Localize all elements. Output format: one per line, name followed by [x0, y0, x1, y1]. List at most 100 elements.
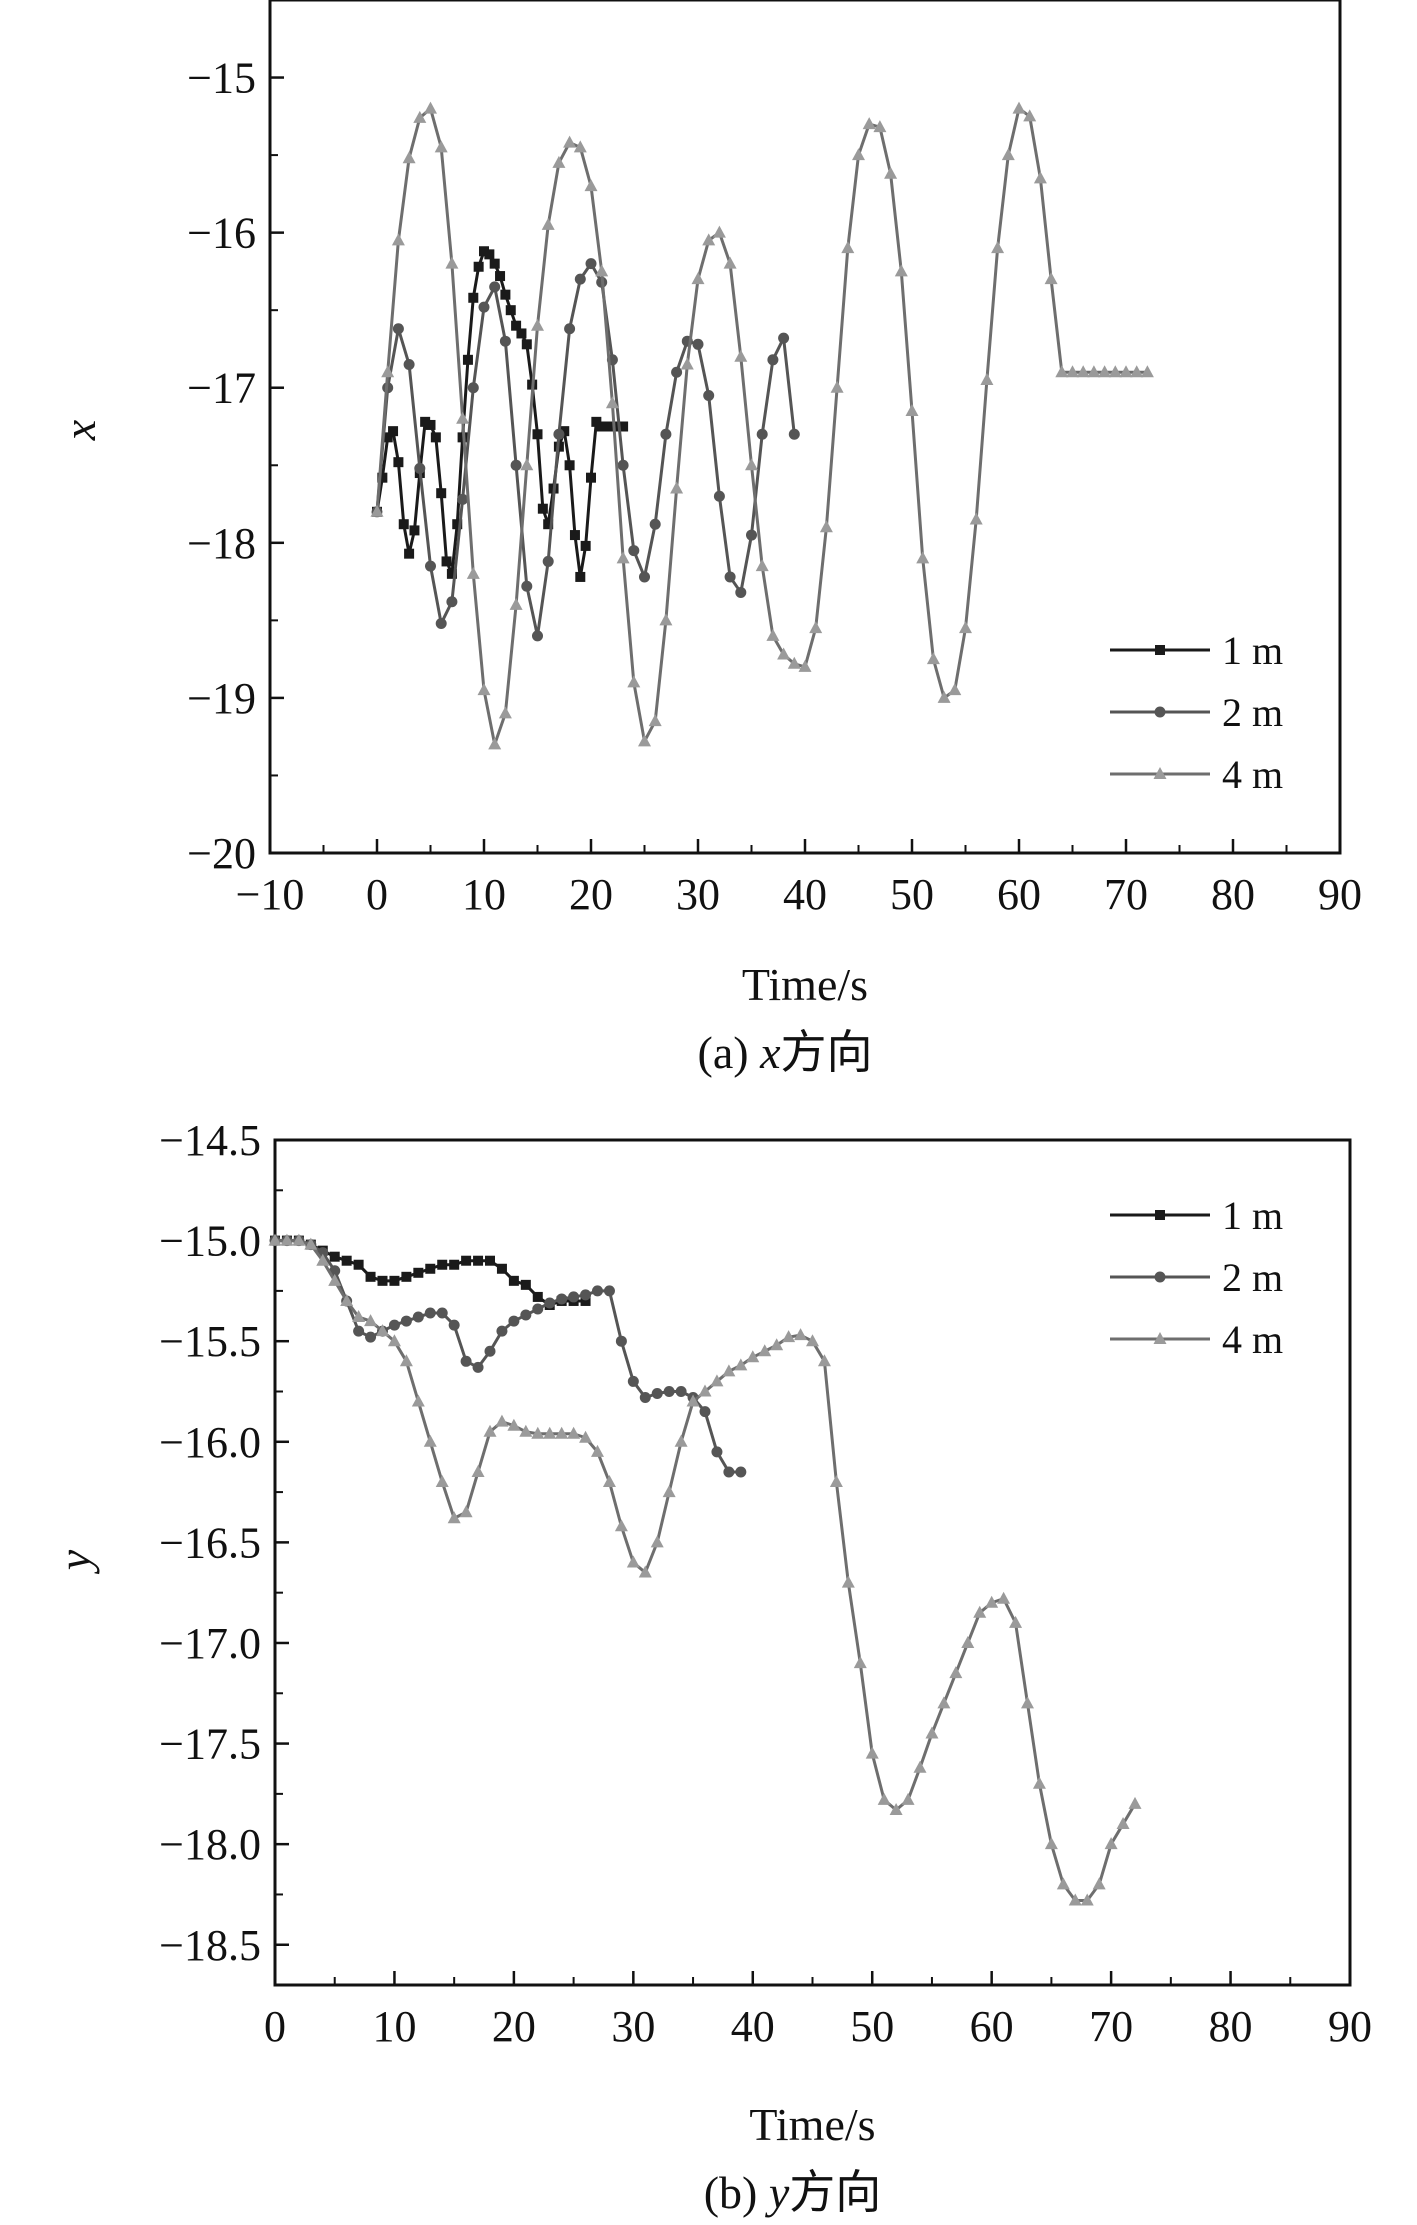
square-marker [591, 416, 602, 427]
square-marker [353, 1259, 364, 1270]
circle-marker [424, 1307, 436, 1319]
y-tick-label: −16.0 [159, 1418, 261, 1467]
circle-marker [713, 490, 725, 502]
circle-marker [553, 428, 565, 440]
circle-marker [615, 1335, 627, 1347]
x-tick-label: 50 [890, 870, 934, 919]
x-tick-label: 40 [783, 870, 827, 919]
caption-var: x [759, 1027, 781, 1078]
triangle-marker [745, 458, 758, 471]
circle-marker [403, 358, 415, 370]
triangle-marker [1023, 109, 1037, 122]
circle-marker [414, 462, 426, 474]
circle-marker [484, 1345, 496, 1357]
triangle-marker [456, 411, 470, 424]
triangle-marker [770, 1338, 784, 1351]
triangle-marker [959, 621, 972, 634]
triangle-marker [830, 380, 844, 393]
series-4m [268, 1233, 1142, 1906]
circle-marker [425, 560, 436, 572]
triangle-marker [710, 1374, 724, 1387]
circle-marker [457, 493, 469, 505]
triangle-marker [424, 101, 437, 114]
square-marker [462, 354, 473, 365]
square-marker [430, 432, 441, 443]
circle-marker [767, 354, 779, 366]
circle-marker [723, 1466, 735, 1478]
square-marker [580, 1295, 591, 1306]
circle-marker [671, 366, 683, 378]
triangle-marker [1092, 1877, 1106, 1890]
triangle-marker [889, 1802, 903, 1815]
triangle-marker [555, 1426, 569, 1439]
triangle-marker [722, 1364, 736, 1377]
triangle-marker [483, 1424, 497, 1437]
x-tick-label: 10 [372, 2002, 416, 2051]
series-2m [269, 1235, 747, 1478]
triangle-marker [926, 652, 940, 665]
triangle-marker [498, 706, 512, 719]
triangle-marker [626, 1555, 640, 1568]
triangle-marker [1153, 1332, 1167, 1344]
y-axis-label: y [49, 1549, 100, 1574]
triangle-marker [913, 1760, 927, 1773]
circle-marker [724, 571, 736, 583]
square-marker [436, 488, 447, 499]
caption-var: y [765, 2167, 790, 2218]
triangle-marker [531, 318, 544, 331]
square-marker [382, 432, 393, 443]
y-axis-label: x [54, 419, 105, 441]
square-marker [398, 519, 409, 530]
triangle-marker [399, 1354, 413, 1367]
triangle-marker [766, 628, 780, 641]
triangle-marker [531, 1426, 545, 1439]
triangle-marker [579, 1430, 593, 1443]
square-marker [1155, 1210, 1165, 1220]
triangle-marker [584, 179, 598, 192]
circle-marker [711, 1446, 723, 1458]
circle-marker [508, 1315, 520, 1327]
triangle-marker [853, 1656, 867, 1669]
circle-marker [392, 323, 404, 335]
triangle-marker [391, 233, 405, 246]
triangle-marker [509, 597, 523, 610]
caption-suffix: 方向 [780, 1025, 872, 1079]
square-marker [393, 457, 404, 468]
circle-marker [692, 338, 704, 350]
square-marker [586, 472, 596, 483]
series-line [275, 1239, 1137, 1902]
square-marker [461, 1255, 472, 1266]
triangle-marker [471, 1464, 485, 1477]
circle-marker [639, 571, 650, 583]
triangle-marker [519, 1424, 533, 1437]
circle-marker [544, 1297, 556, 1309]
triangle-marker [638, 734, 651, 747]
square-marker [564, 460, 575, 471]
legend-label: 2 m [1222, 690, 1283, 735]
triangle-marker [937, 690, 951, 703]
triangle-marker [985, 1595, 999, 1608]
circle-marker [435, 617, 447, 629]
y-tick-label: −17 [187, 364, 256, 413]
x-tick-label: 90 [1318, 870, 1362, 919]
x-tick-label: 20 [492, 2002, 536, 2051]
circle-marker [467, 382, 479, 394]
triangle-marker [495, 1414, 509, 1427]
triangle-marker [507, 1418, 521, 1431]
y-tick-label: −15.0 [159, 1217, 261, 1266]
triangle-marker [925, 1726, 939, 1739]
triangle-marker [980, 372, 994, 385]
triangle-marker [894, 264, 908, 277]
triangle-marker [447, 1511, 461, 1524]
square-marker [607, 421, 618, 432]
circle-marker [520, 1309, 532, 1321]
x-tick-label: 40 [731, 2002, 775, 2051]
triangle-marker [280, 1233, 294, 1246]
triangle-marker [370, 504, 384, 517]
y-tick-label: −18.0 [159, 1820, 261, 1869]
series-1m [270, 1235, 591, 1310]
x-tick-label: 20 [569, 870, 613, 919]
triangle-marker [387, 1334, 401, 1347]
y-tick-label: −18 [187, 519, 256, 568]
triangle-marker [423, 1434, 437, 1447]
